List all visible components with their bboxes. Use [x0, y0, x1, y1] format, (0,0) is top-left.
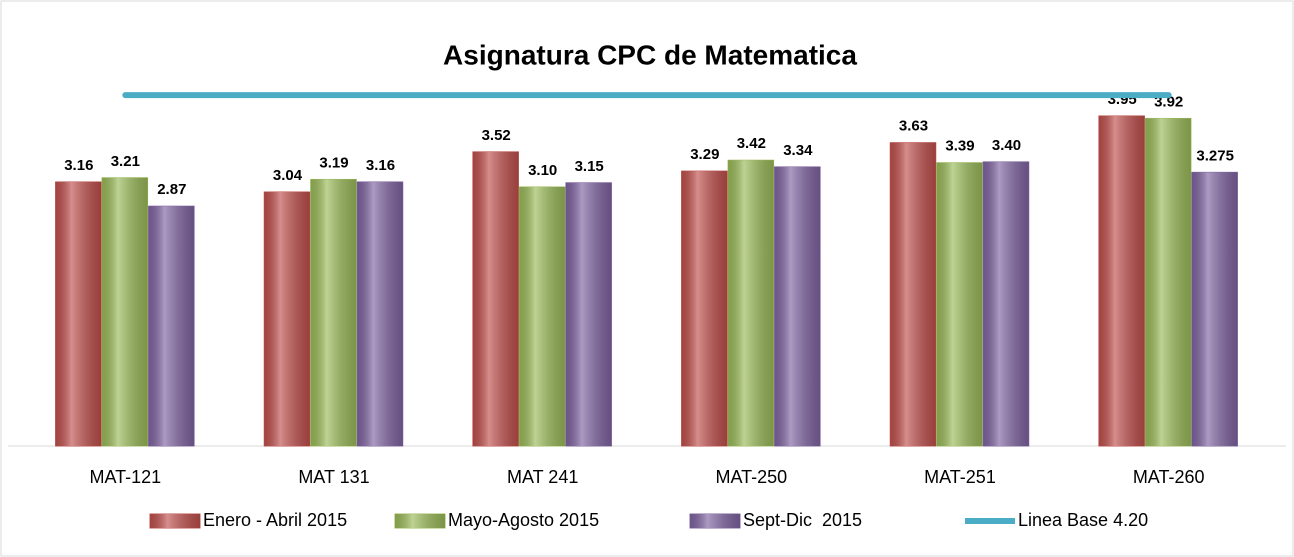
- bar-shine: [728, 160, 774, 447]
- data-label: 3.10: [528, 162, 557, 179]
- bar-shine: [310, 179, 357, 447]
- data-label: 3.34: [783, 142, 813, 159]
- bar-shine: [55, 181, 102, 446]
- bar-shine: [983, 161, 1029, 446]
- data-label: 3.39: [945, 138, 974, 155]
- data-label: 2.87: [157, 181, 186, 198]
- legend-label: Mayo-Agosto 2015: [448, 510, 599, 530]
- x-tick-label: MAT 241: [507, 467, 578, 487]
- data-label: 3.19: [319, 154, 348, 171]
- bar-shine: [774, 166, 821, 446]
- data-label: 3.40: [992, 137, 1021, 154]
- legend-swatch-shine: [690, 514, 740, 528]
- bar-shine: [565, 182, 612, 447]
- x-tick-label: MAT 131: [298, 467, 369, 487]
- bar-shine: [264, 191, 310, 446]
- data-label: 3.16: [64, 157, 93, 174]
- data-label: 3.04: [273, 167, 303, 184]
- x-tick-label: MAT-121: [89, 467, 161, 487]
- bar-shine: [102, 177, 148, 446]
- bar-shine: [472, 151, 519, 446]
- bar-shine: [936, 162, 983, 446]
- legend-label: Linea Base 4.20: [1018, 510, 1148, 530]
- bar-shine: [357, 181, 403, 446]
- bar-shine: [1098, 115, 1145, 446]
- data-label: 3.63: [899, 118, 928, 135]
- bar-shine: [890, 142, 936, 446]
- legend-swatch-shine: [150, 514, 200, 528]
- data-label: 3.29: [690, 146, 719, 163]
- data-label: 3.42: [737, 135, 766, 152]
- data-label: 3.16: [366, 157, 395, 174]
- bar-shine: [1145, 118, 1191, 446]
- legend-swatch-shine: [395, 514, 445, 528]
- x-tick-label: MAT-260: [1133, 467, 1205, 487]
- data-label: 3.15: [575, 158, 604, 175]
- data-label: 3.21: [111, 153, 140, 170]
- legend-label: Sept-Dic 2015: [743, 510, 862, 530]
- data-label: 3.275: [1196, 147, 1234, 164]
- x-tick-label: MAT-251: [924, 467, 996, 487]
- x-tick-label: MAT-250: [715, 467, 787, 487]
- legend-label: Enero - Abril 2015: [203, 510, 347, 530]
- bar-shine: [519, 186, 565, 446]
- bar-shine: [148, 206, 195, 446]
- bar-shine: [1191, 172, 1238, 446]
- chart-title: Asignatura CPC de Matematica: [443, 39, 857, 70]
- data-label: 3.52: [482, 127, 511, 144]
- bar-shine: [681, 171, 728, 446]
